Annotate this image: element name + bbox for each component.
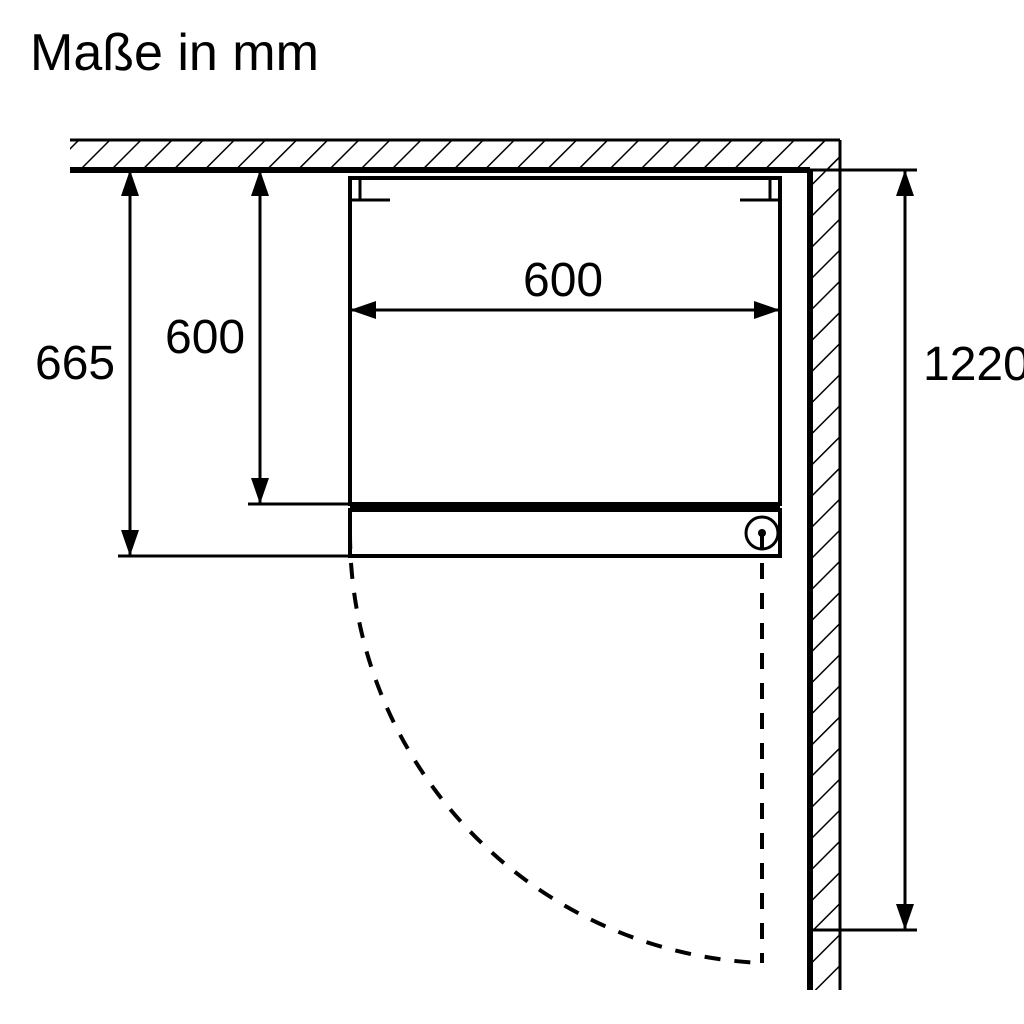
dimension-drawing: Maße in mm 665 600 600 1220 [0, 0, 1024, 1024]
appliance-door [350, 510, 780, 556]
dim-1220: 1220 [923, 338, 1024, 391]
title-text: Maße in mm [30, 24, 319, 82]
dim-600-depth: 600 [165, 311, 245, 364]
wall-right [810, 140, 840, 990]
door-swing-arc [350, 533, 762, 963]
dim-600-width: 600 [523, 254, 603, 307]
appliance-body [350, 178, 780, 504]
wall-top [70, 140, 840, 170]
dim-665: 665 [35, 337, 115, 390]
